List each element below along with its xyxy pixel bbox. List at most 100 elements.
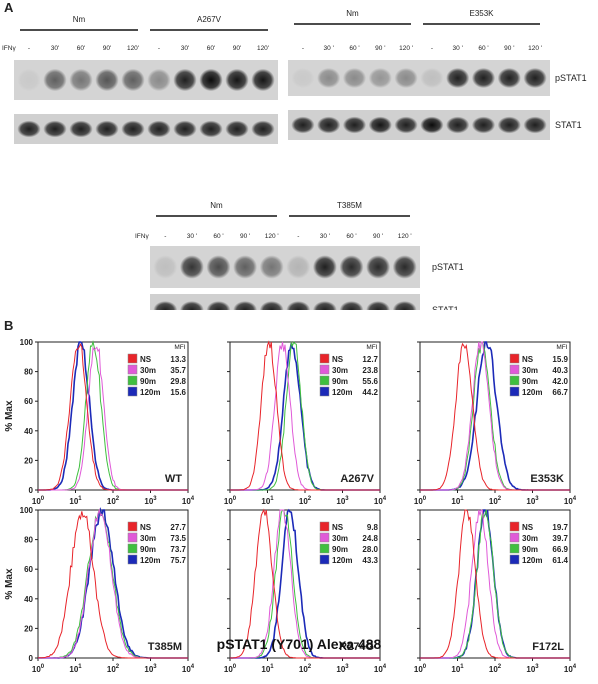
legend-label: NS [522,355,534,364]
x-tick-label: 104 [182,496,194,506]
blot-band [206,255,231,279]
blot-band [153,255,178,279]
blot-band [259,301,284,310]
lane-label: 60 ' [213,233,223,240]
lane-label: - [28,45,30,52]
y-tick-label: 20 [24,624,33,633]
blot-band [233,301,258,310]
x-tick-label: 100 [224,664,237,674]
lane-label: - [302,45,304,52]
legend-mfi-value: 40.3 [552,366,568,375]
blot-band [446,67,470,89]
blot-band [147,120,171,138]
ifn-gamma-label: IFNγ [135,233,149,240]
blot-band [471,116,496,134]
panel-b-label: B [4,318,14,333]
legend-label: 120m [332,556,352,565]
lane-label: 30 ' [187,233,197,240]
lane-label: 60 ' [346,233,356,240]
legend-label: 30m [140,534,156,543]
blot-band [497,67,521,89]
plot-frame [419,341,571,491]
blot-group-label: Nm [346,9,359,18]
x-tick-label: 103 [526,496,539,506]
panel-a-label: A [4,0,14,15]
y-tick-label: 0 [29,486,34,495]
blot-band [286,255,311,279]
x-tick-label: 102 [489,664,502,674]
histogram-curve-ns [420,342,570,491]
blot-band [394,67,418,89]
x-tick-label: 101 [69,496,82,506]
legend-mfi-value: 43.3 [362,556,378,565]
legend-mfi-value: 39.7 [552,534,568,543]
histogram-curve-ns [38,343,188,491]
sample-name: T385M [148,641,182,653]
legend-swatch-120m [509,554,520,565]
blot-band [392,255,417,279]
lane-label: - [164,233,166,240]
blot-band [312,255,337,279]
legend-label: 120m [522,556,542,565]
histogram-r274g: 100 101 102 103 104 NS 9.8 30m 24.8 90m 28.0 120m 43… [224,508,386,674]
x-tick-label: 103 [336,496,349,506]
blot-band [420,67,444,89]
blot-band [121,68,145,92]
blot-band [179,301,204,310]
blot-band [368,116,392,134]
legend-mfi-value: 35.7 [170,366,186,375]
legend-label: NS [332,355,344,364]
legend-mfi-value: 15.6 [170,388,186,397]
blot-band [225,120,249,138]
plot-frame [229,341,381,491]
blot-left: Nm A267V IFNγ - 30' 60' 90' 120' - 30' 60' 90' 120' [2,15,278,144]
legend-swatch-90m [509,375,520,386]
blot-band [291,67,315,89]
x-tick-label: 104 [564,496,576,506]
blot-bottom: Nm T385M IFNγ - 30 ' 60 ' 90 ' 120 ' - 30 ' 60 ' 90… [135,201,464,310]
legend-mfi-value: 66.7 [552,388,568,397]
legend-swatch-120m [127,386,138,397]
x-tick-label: 100 [224,496,237,506]
legend-label: 30m [332,534,348,543]
mfi-label: MFI [556,344,567,351]
lane-label: 30' [181,45,189,52]
lane-label: 30 ' [324,45,334,52]
lane-label: 90 ' [240,233,250,240]
blot-band [471,67,496,89]
y-axis-label: % Max [4,568,15,600]
lane-label: 30 ' [453,45,463,52]
legend-mfi-value: 9.8 [367,523,379,532]
lane-label: 120 ' [398,233,412,240]
x-tick-label: 103 [336,664,349,674]
legend-label: NS [140,523,152,532]
sample-name: E353K [530,473,564,485]
x-tick-label: 104 [564,664,576,674]
x-tick-label: 101 [69,664,82,674]
legend-label: 90m [522,377,538,386]
legend-swatch-ns [319,353,330,364]
legend-mfi-value: 42.0 [552,377,568,386]
x-tick-label: 101 [261,664,274,674]
blot-group-label: Nm [73,15,86,24]
lane-label: 90' [233,45,241,52]
legend-swatch-120m [319,554,330,565]
y-tick-label: 100 [20,506,34,515]
blot-band [206,301,231,310]
blot-band [95,120,119,138]
blot-band [497,116,521,134]
x-tick-label: 103 [144,664,157,674]
legend-mfi-value: 12.7 [362,355,378,364]
y-tick-label: 80 [24,536,33,545]
x-tick-label: 100 [414,664,427,674]
x-tick-label: 101 [451,496,464,506]
legend-swatch-ns [127,353,138,364]
histogram-a267v: 100 101 102 103 104 MFI NS 12.7 30m 23.8 90m 55.6 12… [224,340,386,506]
blot-band [317,116,341,134]
blot-band [312,301,337,310]
legend-swatch-120m [319,386,330,397]
y-tick-label: 60 [24,397,33,406]
legend-mfi-value: 73.7 [170,545,186,554]
legend-label: 90m [332,377,348,386]
